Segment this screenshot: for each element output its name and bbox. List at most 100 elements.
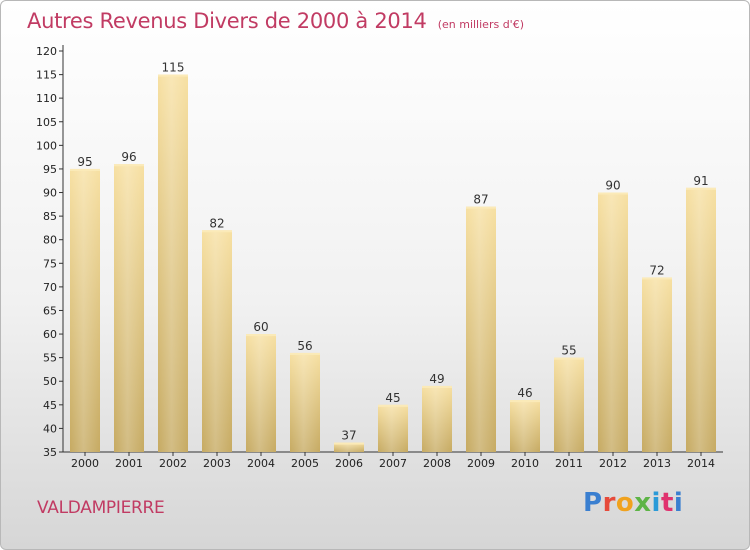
data-label: 72: [649, 263, 664, 277]
logo-letter: o: [615, 488, 635, 518]
bar-top-edge: [510, 400, 540, 403]
y-tick-label: 35: [43, 446, 57, 459]
y-tick-label: 120: [36, 45, 57, 58]
x-tick-label: 2010: [511, 457, 539, 470]
commune-name: VALDAMPIERRE: [37, 498, 165, 518]
bar: [378, 404, 408, 452]
bar: [422, 385, 452, 452]
bar: [290, 352, 320, 452]
bar: [246, 334, 276, 452]
data-label: 46: [517, 386, 532, 400]
data-label: 96: [121, 150, 136, 164]
bar-top-edge: [642, 277, 672, 280]
logo-letter: x: [634, 488, 652, 518]
bar-highlight: [246, 334, 276, 452]
bar-top-edge: [422, 385, 452, 388]
y-tick-label: 45: [43, 399, 57, 412]
bar-highlight: [466, 206, 496, 452]
bar: [554, 357, 584, 452]
bar: [466, 206, 496, 452]
x-tick-label: 2004: [247, 457, 275, 470]
x-tick-label: 2007: [379, 457, 407, 470]
bar-top-edge: [158, 74, 188, 77]
bar: [114, 164, 144, 453]
bar-highlight: [158, 74, 188, 453]
data-label: 45: [385, 391, 400, 405]
bar: [598, 192, 628, 452]
x-tick-label: 2013: [643, 457, 671, 470]
x-tick-label: 2000: [71, 457, 99, 470]
y-tick-label: 40: [43, 422, 57, 435]
y-tick-label: 105: [36, 116, 57, 129]
bars: [70, 74, 716, 453]
bar: [158, 74, 188, 453]
x-tick-label: 2012: [599, 457, 627, 470]
y-tick-label: 65: [43, 304, 57, 317]
y-axis: 35 40 45 50 55 60 65 70 75 80 85 90 95 100 105 110 115 12…: [36, 45, 723, 459]
logo-letter: r: [602, 488, 616, 518]
bar-highlight: [510, 400, 540, 452]
y-tick-label: 95: [43, 163, 57, 176]
bar-top-edge: [466, 206, 496, 209]
bar: [70, 168, 100, 453]
logo-letter: i: [673, 488, 684, 518]
y-tick-label: 70: [43, 281, 57, 294]
chart-subtitle: (en milliers d'€): [437, 18, 524, 31]
logo-letter: t: [660, 488, 674, 518]
x-tick-label: 2014: [687, 457, 715, 470]
bar: [642, 277, 672, 452]
bar-highlight: [114, 164, 144, 453]
x-tick-label: 2011: [555, 457, 583, 470]
bar: [202, 230, 232, 452]
y-tick-label: 115: [36, 69, 57, 82]
logo-letter: i: [651, 488, 661, 518]
x-tick-label: 2001: [115, 457, 143, 470]
bar: [510, 400, 540, 452]
data-label: 90: [605, 179, 620, 193]
y-tick-label: 100: [36, 139, 57, 152]
data-label: 56: [297, 339, 312, 353]
data-label: 95: [77, 155, 92, 169]
chart-title: Autres Revenus Divers de 2000 à 2014 (en…: [27, 9, 524, 33]
bar-top-edge: [290, 352, 320, 355]
bar: [686, 187, 716, 452]
bar-highlight: [598, 192, 628, 452]
bar-top-edge: [202, 230, 232, 233]
data-label: 55: [561, 344, 576, 358]
y-tick-label: 110: [36, 92, 57, 105]
bar-top-edge: [378, 404, 408, 407]
y-tick-label: 75: [43, 257, 57, 270]
y-tick-label: 60: [43, 328, 57, 341]
x-tick-label: 2009: [467, 457, 495, 470]
data-label: 49: [429, 372, 444, 386]
bar-highlight: [334, 442, 364, 452]
x-tick-label: 2003: [203, 457, 231, 470]
bar-highlight: [378, 404, 408, 452]
bar-highlight: [290, 352, 320, 452]
bar-highlight: [202, 230, 232, 452]
bar-highlight: [642, 277, 672, 452]
y-tick-label: 80: [43, 234, 57, 247]
bar-highlight: [70, 168, 100, 453]
y-tick-label: 90: [43, 187, 57, 200]
x-tick-label: 2002: [159, 457, 187, 470]
bar: [334, 442, 364, 452]
bar-highlight: [554, 357, 584, 452]
bar-top-edge: [686, 187, 716, 190]
x-tick-label: 2006: [335, 457, 363, 470]
bar-top-edge: [114, 164, 144, 167]
bar-top-edge: [598, 192, 628, 195]
y-tick-label: 85: [43, 210, 57, 223]
bar-top-edge: [70, 168, 100, 171]
data-label: 91: [693, 174, 708, 188]
data-label: 115: [162, 61, 185, 75]
bar-top-edge: [246, 334, 276, 337]
bar-highlight: [686, 187, 716, 452]
bar-highlight: [422, 385, 452, 452]
data-labels: 95 96 115 82 60 56 37 45 49 87 46 55 90 72 91: [77, 61, 708, 443]
y-tick-label: 50: [43, 375, 57, 388]
logo-letter: P: [583, 488, 603, 518]
data-label: 60: [253, 320, 268, 334]
data-label: 82: [209, 216, 224, 230]
